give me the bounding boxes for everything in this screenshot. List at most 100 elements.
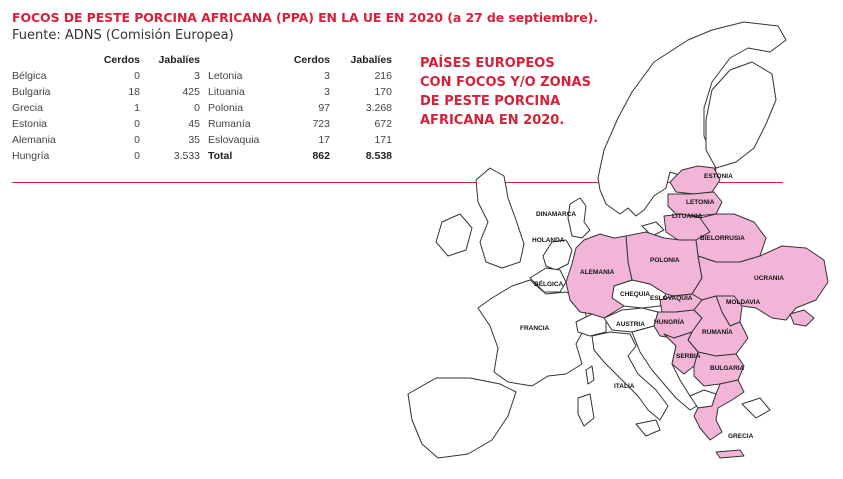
jabalies-value: 3.533 — [173, 150, 200, 162]
header-cerdos: Cerdos — [293, 54, 330, 66]
table-row: Eslovaquia 17 171 — [208, 132, 392, 148]
jabalies-value: 3 — [194, 70, 200, 82]
label-austria: AUSTRIA — [616, 321, 645, 328]
label-grecia: GRECIA — [728, 433, 754, 440]
label-letonia: LETONIA — [686, 199, 715, 206]
cerdos-value: 723 — [312, 118, 330, 130]
outbreaks-table-right: Cerdos Jabalíes Letonia 3 216 Lituania 3… — [208, 52, 392, 164]
jabalies-value: 3.268 — [365, 102, 392, 114]
label-hungria: HUNGRÍA — [654, 317, 685, 326]
table-header-row: Cerdos Jabalíes — [12, 52, 200, 68]
source-note: Fuente: ADNS (Comisión Europea) — [12, 28, 234, 43]
cerdos-value: 1 — [134, 102, 140, 114]
table-row: Letonia 3 216 — [208, 68, 392, 84]
header-jabalies: Jabalíes — [158, 54, 200, 66]
country-name: Polonia — [208, 102, 244, 114]
label-alemania: ALEMANIA — [580, 269, 615, 276]
iberia-shape — [407, 377, 517, 459]
table-total-row: Total 862 8.538 — [208, 148, 392, 164]
country-name: Estonia — [12, 118, 48, 130]
country-name: Eslovaquia — [208, 134, 260, 146]
table-row: Bélgica 0 3 — [12, 68, 200, 84]
header-jabalies: Jabalíes — [350, 54, 392, 66]
total-cerdos: 862 — [312, 150, 330, 162]
country-name: Hungría — [12, 150, 50, 162]
country-name: Rumanía — [208, 118, 251, 130]
jabalies-value: 0 — [194, 102, 200, 114]
cerdos-value: 97 — [318, 102, 330, 114]
table-row: Polonia 97 3.268 — [208, 100, 392, 116]
cerdos-value: 0 — [134, 134, 140, 146]
legend-line: PAÍSES EUROPEOS — [420, 56, 555, 71]
cerdos-value: 3 — [324, 86, 330, 98]
map-legend: PAÍSES EUROPEOS CON FOCOS Y/O ZONAS DE P… — [420, 54, 591, 130]
country-name: Grecia — [12, 102, 43, 114]
label-dinamarca: DINAMARCA — [536, 211, 576, 218]
label-estonia: ESTONIA — [704, 173, 733, 180]
label-bulgaria: BULGARIA — [710, 365, 745, 372]
label-lituania: LITUANIA — [672, 213, 703, 220]
country-name: Lituania — [208, 86, 245, 98]
estonia-shape — [669, 165, 721, 195]
jabalies-value: 216 — [374, 70, 392, 82]
cerdos-value: 3 — [324, 70, 330, 82]
france-shape — [477, 279, 589, 387]
jabalies-value: 35 — [188, 134, 200, 146]
label-ucrania: UCRANIA — [754, 275, 784, 282]
legend-line: DE PESTE PORCINA — [420, 94, 561, 109]
cerdos-value: 0 — [134, 70, 140, 82]
table-row: Grecia 1 0 — [12, 100, 200, 116]
crete-shape — [715, 449, 745, 459]
country-name: Bélgica — [12, 70, 47, 82]
jabalies-value: 672 — [374, 118, 392, 130]
turkey-corner-shape — [741, 397, 771, 419]
jabalies-value: 425 — [182, 86, 200, 98]
legend-line: AFRICANA EN 2020. — [420, 113, 565, 128]
table-row: Estonia 0 45 — [12, 116, 200, 132]
label-italia: ITALIA — [614, 383, 635, 390]
label-bielorrusia: BIELORRUSIA — [700, 235, 745, 242]
table-row: Lituania 3 170 — [208, 84, 392, 100]
country-name: Bulgaria — [12, 86, 51, 98]
cerdos-value: 17 — [318, 134, 330, 146]
table-row: Alemania 0 35 — [12, 132, 200, 148]
table-row: Bulgaria 18 425 — [12, 84, 200, 100]
label-chequia: CHEQUIA — [620, 291, 650, 298]
country-name: Alemania — [12, 134, 56, 146]
label-serbia: SERBIA — [676, 353, 701, 360]
page-title: FOCOS DE PESTE PORCINA AFRICANA (PPA) EN… — [12, 10, 598, 25]
corsica-shape — [585, 365, 595, 385]
country-name: Letonia — [208, 70, 243, 82]
cerdos-value: 0 — [134, 150, 140, 162]
scandinavia-shape — [597, 21, 787, 217]
germany-shape — [565, 233, 633, 319]
greece-shape — [693, 379, 745, 441]
table-row: Hungría 0 3.533 — [12, 148, 200, 164]
header-cerdos: Cerdos — [103, 54, 140, 66]
finland-shape — [705, 61, 777, 169]
cerdos-value: 18 — [128, 86, 140, 98]
sardinia-shape — [577, 393, 595, 427]
outbreaks-table-left: Cerdos Jabalíes Bélgica 0 3 Bulgaria 18 … — [12, 52, 200, 164]
denmark-shape — [567, 197, 591, 239]
sicily-shape — [635, 419, 661, 437]
total-label: Total — [208, 150, 233, 162]
table-header-row: Cerdos Jabalíes — [208, 52, 392, 68]
jabalies-value: 45 — [188, 118, 200, 130]
table-row: Rumanía 723 672 — [208, 116, 392, 132]
label-holanda: HOLANDA — [532, 237, 565, 244]
label-eslovaquia: ESLOVAQUIA — [650, 295, 693, 302]
label-rumania: RUMANÍA — [702, 327, 733, 336]
cerdos-value: 0 — [134, 118, 140, 130]
legend-line: CON FOCOS Y/O ZONAS — [420, 75, 591, 90]
label-polonia: POLONIA — [650, 257, 680, 264]
crimea-shape — [789, 309, 815, 327]
jabalies-value: 171 — [374, 134, 392, 146]
jabalies-value: 170 — [374, 86, 392, 98]
total-jabalies: 8.538 — [365, 150, 392, 162]
uk-shape — [475, 167, 525, 269]
label-francia: FRANCIA — [520, 325, 550, 332]
ireland-shape — [435, 213, 473, 257]
netherlands-shape — [542, 239, 573, 271]
